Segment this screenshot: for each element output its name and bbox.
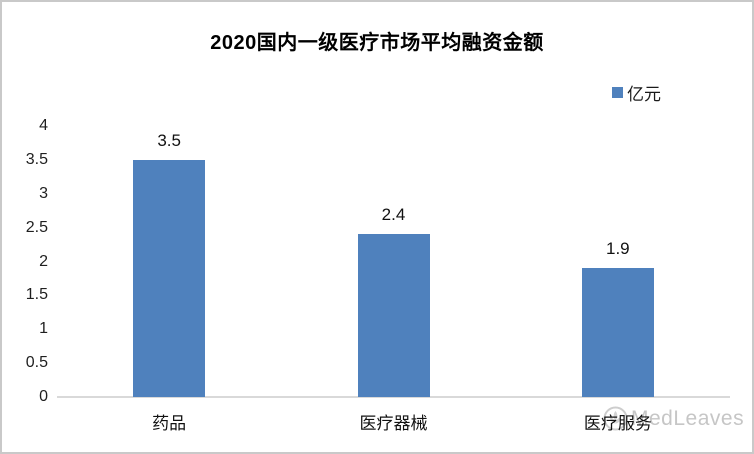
x-axis-category-label: 医疗服务 — [583, 414, 652, 433]
legend-swatch-icon — [612, 87, 623, 98]
y-axis-tick-label: 3 — [39, 184, 48, 202]
bar-1 — [133, 159, 206, 397]
x-axis-category-label: 医疗器械 — [359, 414, 428, 433]
x-axis-category-label: 药品 — [152, 414, 187, 433]
y-axis-tick-label: 0.5 — [25, 354, 48, 372]
legend: 亿元 — [612, 80, 661, 105]
chart-title: 2020国内一级医疗市场平均融资金额 — [210, 32, 544, 54]
bar-3 — [581, 268, 654, 397]
y-axis-tick-label: 0 — [39, 388, 48, 405]
legend-label: 亿元 — [627, 85, 661, 104]
y-axis-tick-label: 2 — [39, 252, 48, 270]
y-axis-tick-label: 2.5 — [25, 218, 48, 236]
y-axis-tick-label: 3.5 — [25, 150, 48, 168]
x-axis-line — [57, 396, 730, 398]
y-axis-tick-label: 1.5 — [25, 286, 48, 304]
bar-value-label: 3.5 — [157, 130, 181, 150]
y-axis-tick-label: 1 — [39, 320, 48, 338]
bar-value-label: 1.9 — [606, 239, 630, 259]
bar-value-label: 2.4 — [381, 205, 406, 225]
y-axis-tick-label: 4 — [39, 117, 48, 134]
bar-2 — [357, 234, 430, 397]
